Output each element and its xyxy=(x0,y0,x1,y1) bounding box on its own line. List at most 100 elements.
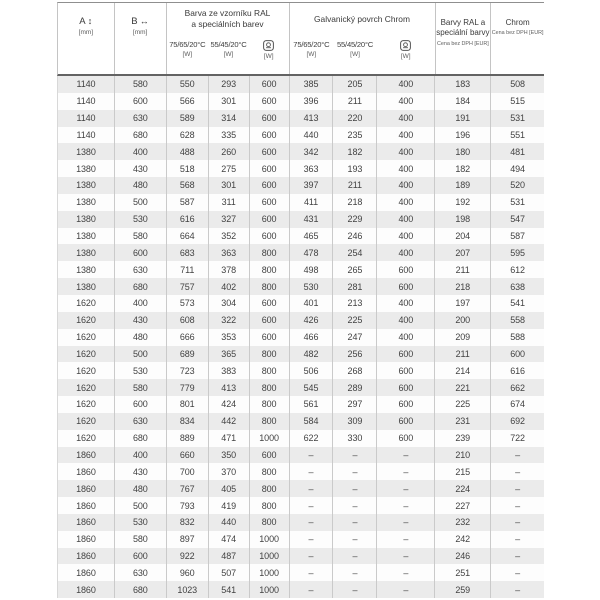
table-cell: 193 xyxy=(332,160,376,178)
table-cell: 800 xyxy=(248,379,289,397)
table-cell: 515 xyxy=(490,92,544,110)
watt-unit-label: [W] xyxy=(223,51,234,58)
table-cell: 400 xyxy=(376,76,434,93)
table-cell: 600 xyxy=(376,362,434,380)
table-cell: 608 xyxy=(165,311,208,329)
table-cell: 430 xyxy=(113,463,166,481)
table-cell: 400 xyxy=(113,143,166,161)
table-cell: – xyxy=(376,530,434,548)
table-cell: 400 xyxy=(113,446,166,464)
table-cell: 832 xyxy=(165,513,208,531)
table-cell: 192 xyxy=(434,193,490,211)
table-cell: 200 xyxy=(434,311,490,329)
table-cell: 419 xyxy=(207,497,249,514)
table-cell: 1000 xyxy=(248,530,289,548)
table-cell: 660 xyxy=(165,446,208,464)
price-chrome-title: Chrom xyxy=(505,18,530,27)
table-cell: 520 xyxy=(490,177,544,194)
table-cell: 211 xyxy=(434,345,490,363)
table-cell: 800 xyxy=(248,497,289,514)
table-row: 1860 430 700 370 800– – –215– xyxy=(58,463,544,481)
table-cell: 834 xyxy=(165,412,208,430)
table-cell: 430 xyxy=(113,311,166,329)
watt-unit-label: [W] xyxy=(182,51,193,58)
table-cell: – xyxy=(490,463,544,481)
table-cell: 800 xyxy=(248,480,289,498)
table-cell: 478 xyxy=(288,244,333,262)
watt-unit-label: [W] xyxy=(350,51,360,58)
table-cell: 227 xyxy=(434,497,490,514)
table-cell: 265 xyxy=(332,261,376,279)
table-cell: 711 xyxy=(165,261,208,279)
table-cell: 184 xyxy=(434,92,490,110)
table-cell: 1380 xyxy=(76,231,96,242)
table-cell: 630 xyxy=(113,412,166,430)
table-cell: 800 xyxy=(248,463,289,481)
col-a-label: A ↕ xyxy=(79,16,92,27)
temp-regime-label: 75/65/20°C xyxy=(169,40,206,49)
table-cell: 1620 xyxy=(76,332,96,343)
table-cell: 378 xyxy=(207,261,249,279)
subcol-chrome-electric: [W] xyxy=(377,40,435,60)
table-cell: – xyxy=(288,463,333,481)
table-cell: 600 xyxy=(248,76,289,93)
table-cell: 487 xyxy=(207,547,249,565)
table-cell: 1000 xyxy=(248,581,289,599)
table-cell: 630 xyxy=(113,261,166,279)
table-cell: – xyxy=(376,513,434,531)
table-cell: – xyxy=(490,530,544,548)
table-cell: 800 xyxy=(248,412,289,430)
table-cell: – xyxy=(490,581,544,599)
table-cell: 400 xyxy=(376,311,434,329)
table-cell: 309 xyxy=(332,412,376,430)
table-cell: 405 xyxy=(207,480,249,498)
table-cell: 664 xyxy=(165,227,208,245)
table-row: 1620 400 573 304 600 401 213 400 197 541 xyxy=(58,294,544,312)
table-row: 1140 580 550 293 600 385 205 400 183 508 xyxy=(58,76,544,93)
table-cell: 481 xyxy=(490,143,544,161)
table-body: 1140 580 550 293 600 385 205 400 183 508 1140 600 56… xyxy=(57,76,544,599)
table-cell: 531 xyxy=(490,109,544,127)
table-cell: 189 xyxy=(434,177,490,194)
table-cell: 580 xyxy=(113,76,166,93)
table-cell: 1620 xyxy=(76,433,96,444)
group-ral-title: Barva ze vzorníku RAL a speciálních bare… xyxy=(167,3,289,33)
table-cell: 1380 xyxy=(76,247,96,258)
table-cell: 500 xyxy=(113,193,166,211)
table-row: 1140 680 628 335 600 440 235 400 196 551 xyxy=(58,126,544,144)
table-cell: 600 xyxy=(248,109,289,127)
table-cell: 541 xyxy=(207,581,249,599)
table-cell: 281 xyxy=(332,278,376,295)
table-row: 1380 630 711 378 800 498 265 600 211 612 xyxy=(58,261,544,279)
table-cell: 440 xyxy=(207,513,249,531)
table-cell: 600 xyxy=(376,429,434,447)
table-cell: 1860 xyxy=(76,551,96,562)
table-cell: 211 xyxy=(332,92,376,110)
table-cell: – xyxy=(490,547,544,565)
table-cell: 1620 xyxy=(76,399,96,410)
header-group-ral-colors: Barva ze vzorníku RAL a speciálních bare… xyxy=(165,3,289,74)
table-cell: – xyxy=(376,564,434,582)
table-cell: 197 xyxy=(434,294,490,312)
table-cell: 616 xyxy=(490,362,544,380)
header-price-chrome: Chrom Cena bez DPH [EUR] xyxy=(490,3,544,74)
table-cell: – xyxy=(288,581,333,599)
table-cell: 426 xyxy=(288,311,333,329)
electric-heating-element-icon xyxy=(263,40,275,51)
table-cell: 400 xyxy=(376,109,434,127)
table-cell: 397 xyxy=(288,177,333,194)
table-row: 1860 630 960 507 1000– – –251– xyxy=(58,564,544,582)
table-cell: 580 xyxy=(113,379,166,397)
header-price-ral: Barvy RAL a speciální barvy Cena bez DPH… xyxy=(434,3,491,74)
table-cell: – xyxy=(332,547,376,565)
table-cell: 225 xyxy=(332,311,376,329)
table-cell: 205 xyxy=(332,76,376,93)
table-cell: 183 xyxy=(434,76,490,93)
table-cell: 256 xyxy=(332,345,376,363)
table-cell: – xyxy=(376,463,434,481)
table-cell: 530 xyxy=(113,362,166,380)
table-row: 1620 580 779 413 800 545 289 600 221 662 xyxy=(58,379,544,397)
table-cell: 440 xyxy=(288,126,333,144)
table-cell: 231 xyxy=(434,412,490,430)
table-cell: 1000 xyxy=(248,564,289,582)
